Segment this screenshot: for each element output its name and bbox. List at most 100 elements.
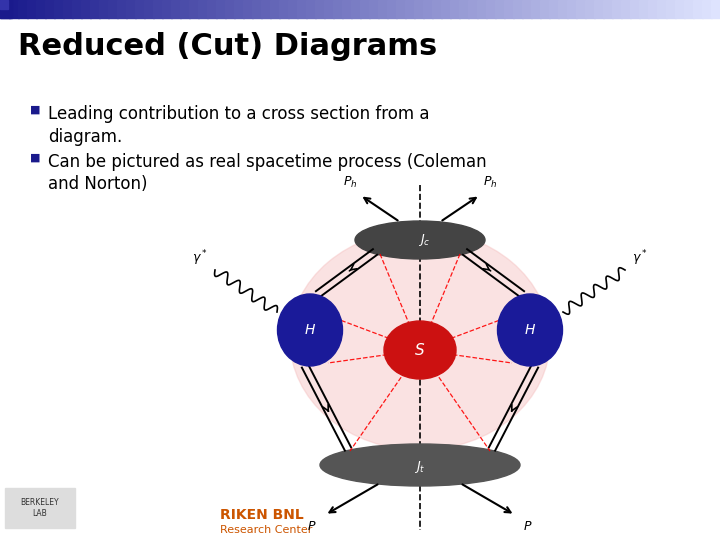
Ellipse shape — [290, 230, 550, 450]
Bar — [666, 0, 676, 18]
Ellipse shape — [498, 294, 562, 366]
Bar — [351, 0, 361, 18]
Bar — [612, 0, 622, 18]
Bar — [414, 0, 424, 18]
Text: $J_c$: $J_c$ — [418, 232, 431, 248]
Text: $P_h$: $P_h$ — [343, 174, 357, 190]
Text: ■: ■ — [30, 105, 40, 115]
Bar — [108, 0, 118, 18]
Bar — [432, 0, 442, 18]
Bar — [702, 0, 712, 18]
Text: diagram.: diagram. — [48, 128, 122, 146]
Text: ■: ■ — [30, 153, 40, 163]
Bar — [9, 0, 19, 18]
Bar — [297, 0, 307, 18]
Text: $H$: $H$ — [524, 323, 536, 337]
Bar — [657, 0, 667, 18]
Bar — [72, 0, 82, 18]
Bar — [117, 0, 127, 18]
Text: Leading contribution to a cross section from a: Leading contribution to a cross section … — [48, 105, 430, 123]
Bar — [648, 0, 658, 18]
Bar — [369, 0, 379, 18]
Bar — [675, 0, 685, 18]
Bar — [252, 0, 262, 18]
Bar — [18, 0, 28, 18]
Bar — [0, 0, 12, 18]
Text: $P$: $P$ — [523, 521, 533, 534]
Bar — [90, 0, 100, 18]
Bar — [189, 0, 199, 18]
Text: $\gamma^*$: $\gamma^*$ — [632, 248, 648, 268]
Bar — [198, 0, 208, 18]
Bar — [243, 0, 253, 18]
Bar — [162, 0, 172, 18]
Text: $J_t$: $J_t$ — [414, 459, 426, 475]
Bar — [99, 0, 109, 18]
Bar — [0, 0, 8, 9]
Bar — [315, 0, 325, 18]
Bar — [396, 0, 406, 18]
Bar — [27, 0, 37, 18]
Bar — [207, 0, 217, 18]
Bar — [54, 0, 64, 18]
Ellipse shape — [320, 444, 520, 486]
Bar — [342, 0, 352, 18]
Bar — [540, 0, 550, 18]
Bar — [603, 0, 613, 18]
Text: $P_h$: $P_h$ — [482, 174, 498, 190]
Bar — [45, 0, 55, 18]
Bar — [225, 0, 235, 18]
Bar — [468, 0, 478, 18]
Bar — [711, 0, 720, 18]
Bar — [531, 0, 541, 18]
Text: and Norton): and Norton) — [48, 175, 148, 193]
Bar — [459, 0, 469, 18]
Bar — [558, 0, 568, 18]
Bar — [306, 0, 316, 18]
Bar — [585, 0, 595, 18]
Text: BERKELEY
LAB: BERKELEY LAB — [21, 498, 59, 518]
Bar — [378, 0, 388, 18]
Bar — [549, 0, 559, 18]
Bar — [387, 0, 397, 18]
Bar — [333, 0, 343, 18]
Text: Research Center: Research Center — [220, 525, 312, 535]
Bar — [495, 0, 505, 18]
Bar — [180, 0, 190, 18]
Bar — [576, 0, 586, 18]
Text: Reduced (Cut) Diagrams: Reduced (Cut) Diagrams — [18, 32, 437, 61]
Bar — [171, 0, 181, 18]
Ellipse shape — [277, 294, 343, 366]
Bar — [261, 0, 271, 18]
Bar — [630, 0, 640, 18]
Bar — [477, 0, 487, 18]
Text: $\gamma^*$: $\gamma^*$ — [192, 248, 208, 268]
Text: Can be pictured as real spacetime process (Coleman: Can be pictured as real spacetime proces… — [48, 153, 487, 171]
Bar — [0, 0, 10, 18]
Text: $H$: $H$ — [304, 323, 316, 337]
Bar — [279, 0, 289, 18]
Bar — [5, 488, 75, 528]
Bar — [567, 0, 577, 18]
Bar — [504, 0, 514, 18]
Bar — [234, 0, 244, 18]
Bar — [405, 0, 415, 18]
Bar — [324, 0, 334, 18]
Bar — [684, 0, 694, 18]
Bar — [135, 0, 145, 18]
Bar — [594, 0, 604, 18]
Bar — [423, 0, 433, 18]
Bar — [513, 0, 523, 18]
Bar — [288, 0, 298, 18]
Bar — [693, 0, 703, 18]
Bar — [216, 0, 226, 18]
Bar — [144, 0, 154, 18]
Bar — [270, 0, 280, 18]
Bar — [450, 0, 460, 18]
Ellipse shape — [355, 221, 485, 259]
Bar — [441, 0, 451, 18]
Bar — [81, 0, 91, 18]
Text: $P$: $P$ — [307, 521, 317, 534]
Bar — [621, 0, 631, 18]
Bar — [486, 0, 496, 18]
